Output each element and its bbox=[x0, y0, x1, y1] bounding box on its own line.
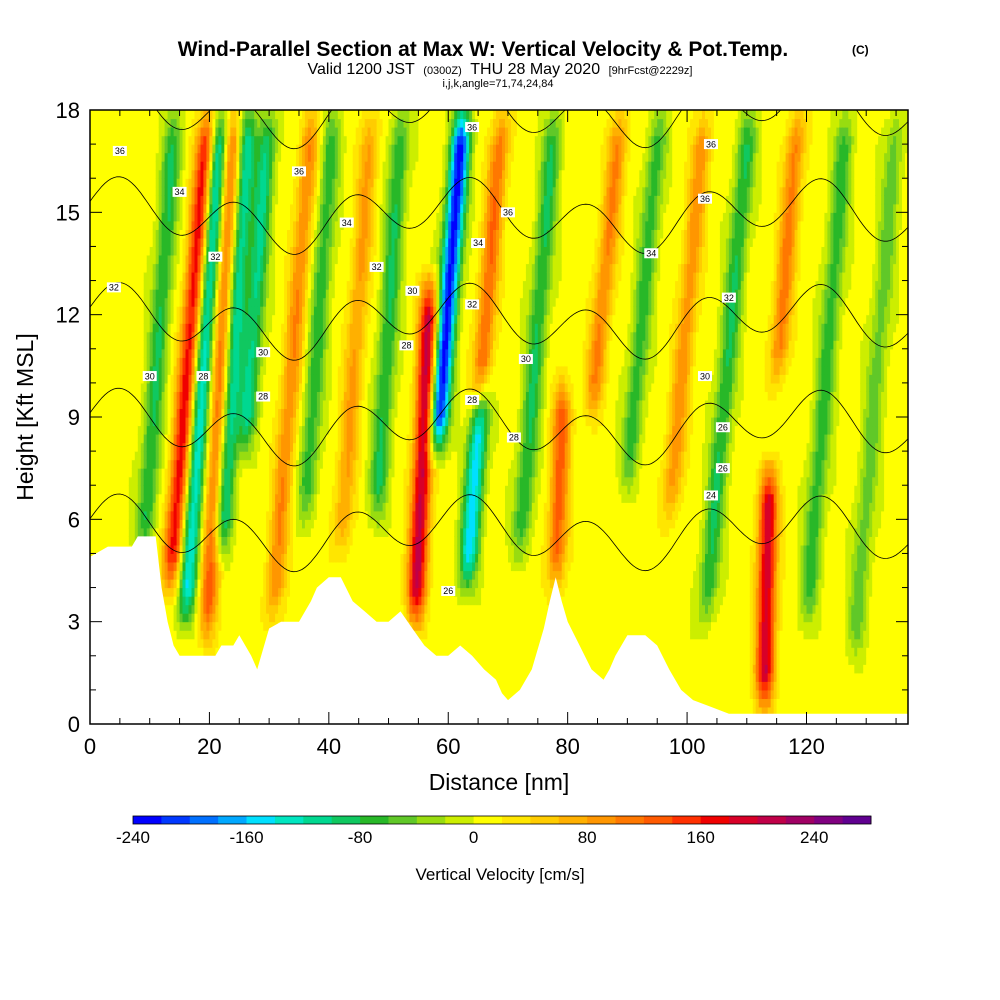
subtitle-date: THU 28 May 2020 bbox=[470, 61, 600, 78]
subtitle-utc: (0300Z) bbox=[423, 65, 462, 77]
cross-section-chart: Wind-Parallel Section at Max W: Vertical… bbox=[0, 0, 1000, 1000]
subtitle-forecast: [9hrFcst@2229z] bbox=[609, 65, 693, 77]
chart-title: Wind-Parallel Section at Max W: Vertical… bbox=[178, 38, 789, 61]
subtitle-valid: Valid 1200 JST bbox=[308, 61, 416, 78]
chart-subtitle-indices: i,j,k,angle=71,74,24,84 bbox=[442, 78, 553, 90]
chart-title-mark: (C) bbox=[852, 43, 869, 57]
velocity-field bbox=[90, 110, 909, 725]
